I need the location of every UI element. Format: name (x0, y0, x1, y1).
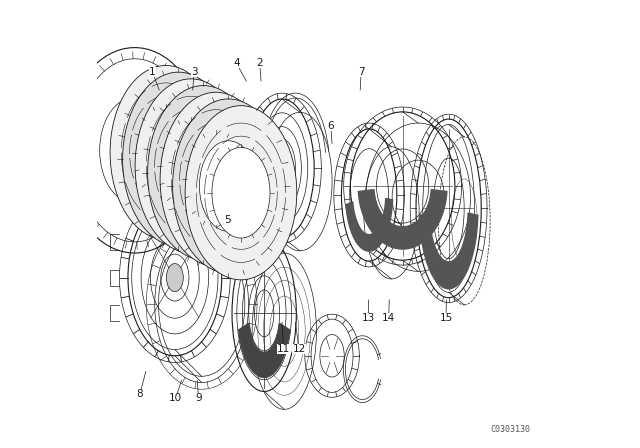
Text: 15: 15 (439, 313, 452, 323)
Text: 1: 1 (149, 67, 156, 77)
Ellipse shape (175, 127, 232, 218)
Text: 11: 11 (276, 344, 290, 354)
Text: 2: 2 (257, 58, 263, 68)
Text: 9: 9 (195, 393, 202, 403)
Text: 5: 5 (224, 215, 231, 224)
Polygon shape (239, 323, 290, 377)
Text: 12: 12 (292, 344, 306, 354)
Polygon shape (419, 213, 478, 289)
Ellipse shape (200, 141, 257, 231)
Ellipse shape (173, 99, 284, 273)
Polygon shape (358, 190, 447, 249)
Text: 4: 4 (233, 58, 240, 68)
Ellipse shape (162, 121, 220, 211)
Ellipse shape (166, 263, 183, 292)
Text: 6: 6 (328, 121, 334, 131)
Polygon shape (346, 198, 392, 251)
Ellipse shape (212, 147, 270, 238)
Text: 7: 7 (358, 67, 364, 77)
Ellipse shape (135, 79, 247, 253)
Ellipse shape (160, 92, 272, 267)
Text: 3: 3 (191, 67, 197, 77)
Text: 14: 14 (382, 313, 396, 323)
Ellipse shape (110, 65, 221, 240)
Text: 13: 13 (362, 313, 375, 323)
Ellipse shape (123, 72, 234, 246)
Ellipse shape (149, 114, 207, 205)
Ellipse shape (187, 134, 245, 224)
Text: C0303130: C0303130 (490, 425, 530, 434)
Text: 8: 8 (137, 389, 143, 399)
Ellipse shape (137, 107, 195, 198)
Ellipse shape (148, 86, 259, 260)
Ellipse shape (185, 106, 297, 280)
Text: 10: 10 (169, 393, 182, 403)
